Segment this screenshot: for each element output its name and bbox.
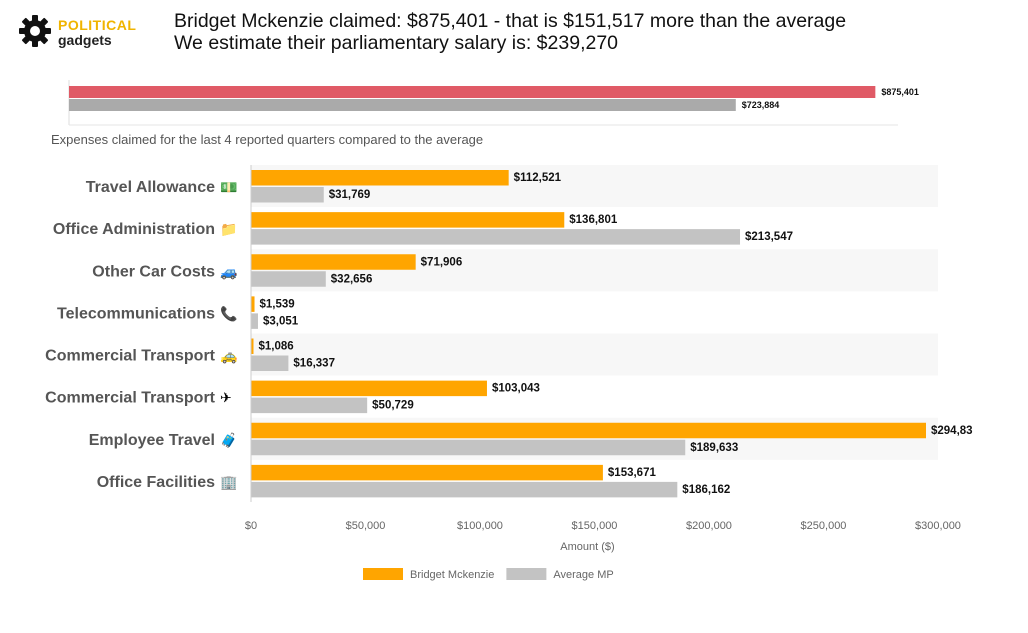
bar-data-label: $136,801 bbox=[569, 214, 618, 226]
category-icon: 🚕 bbox=[220, 348, 237, 365]
logo-text-political: POLITICAL bbox=[58, 17, 137, 33]
summary-bar-average bbox=[69, 99, 736, 111]
chart-title: Expenses claimed for the last 4 reported… bbox=[51, 132, 484, 147]
bar-bridget-mckenzie bbox=[251, 296, 255, 312]
bar-data-label: $50,729 bbox=[372, 400, 414, 412]
summary-bar-chart: $875,401 $723,884 bbox=[68, 80, 919, 126]
bar-bridget-mckenzie bbox=[251, 338, 254, 354]
legend-swatch bbox=[506, 568, 547, 580]
bar-data-label: $32,656 bbox=[331, 273, 373, 285]
headline-salary: We estimate their parliamentary salary i… bbox=[174, 32, 619, 54]
legend-label: Average MP bbox=[553, 569, 613, 581]
x-tick-label: $300,000 bbox=[915, 520, 961, 532]
category-icon: 💵 bbox=[220, 179, 237, 195]
category-label: Employee Travel bbox=[89, 432, 215, 449]
summary-label-claimed: $875,401 bbox=[881, 87, 919, 97]
category-label: Telecommunications bbox=[57, 305, 215, 322]
bar-average-mp bbox=[251, 229, 741, 245]
bar-bridget-mckenzie bbox=[251, 170, 509, 186]
category-label: Other Car Costs bbox=[92, 263, 215, 280]
summary-bar-claimed bbox=[69, 86, 876, 98]
legend-swatch bbox=[363, 568, 403, 580]
expenses-bar-chart: Travel Allowance 💵 Office Administration 📁 O… bbox=[45, 165, 973, 581]
legend-label: Bridget Mckenzie bbox=[410, 569, 494, 581]
x-axis-label: Amount ($) bbox=[560, 541, 614, 553]
category-label: Commercial Transport bbox=[45, 390, 216, 407]
bar-data-label: $1,539 bbox=[260, 298, 295, 310]
bar-data-label: $31,769 bbox=[329, 189, 371, 201]
category-label: Commercial Transport bbox=[45, 348, 216, 365]
x-tick-label: $200,000 bbox=[686, 520, 732, 532]
logo-text-gadgets: gadgets bbox=[58, 32, 112, 48]
category-icon: 📁 bbox=[220, 221, 237, 237]
bar-average-mp bbox=[251, 355, 289, 371]
bar-average-mp bbox=[251, 313, 258, 329]
x-tick-label: $100,000 bbox=[457, 520, 503, 532]
category-label: Office Administration bbox=[53, 221, 215, 238]
bar-data-label: $16,337 bbox=[293, 358, 335, 370]
row-background bbox=[251, 291, 938, 334]
summary-label-average: $723,884 bbox=[742, 100, 780, 110]
category-label: Travel Allowance bbox=[86, 179, 215, 196]
headline-claim: Bridget Mckenzie claimed: $875,401 - tha… bbox=[174, 10, 847, 32]
bar-bridget-mckenzie bbox=[251, 380, 487, 397]
bar-average-mp bbox=[251, 397, 368, 414]
bar-data-label: $112,521 bbox=[514, 172, 562, 184]
x-tick-label: $50,000 bbox=[346, 520, 386, 532]
bar-average-mp bbox=[251, 271, 326, 287]
gear-icon bbox=[19, 15, 51, 47]
x-tick-label: $250,000 bbox=[801, 520, 847, 532]
x-tick-label: $150,000 bbox=[572, 520, 618, 532]
bar-data-label: $103,043 bbox=[492, 383, 540, 395]
bar-average-mp bbox=[251, 187, 324, 203]
category-label: Office Facilities bbox=[97, 474, 215, 491]
x-tick-label: $0 bbox=[245, 520, 257, 532]
bar-average-mp bbox=[251, 439, 686, 456]
headline: Bridget Mckenzie claimed: $875,401 - tha… bbox=[174, 10, 846, 54]
bar-bridget-mckenzie bbox=[251, 212, 565, 228]
category-icon: 🧳 bbox=[220, 432, 237, 449]
row-background bbox=[251, 333, 938, 376]
bar-data-label: $189,633 bbox=[690, 442, 738, 454]
bar-bridget-mckenzie bbox=[251, 464, 603, 481]
bar-average-mp bbox=[251, 481, 678, 498]
bar-data-label: $71,906 bbox=[421, 256, 463, 268]
bar-data-label: $153,671 bbox=[608, 467, 657, 479]
category-icon: 📞 bbox=[220, 304, 238, 322]
bar-data-label: $213,547 bbox=[745, 231, 793, 243]
bar-bridget-mckenzie bbox=[251, 422, 926, 439]
bar-data-label: $294,83 bbox=[931, 425, 973, 437]
category-icon: 🚙 bbox=[220, 263, 237, 280]
category-icon: ✈ bbox=[220, 390, 232, 406]
bar-bridget-mckenzie bbox=[251, 254, 416, 270]
logo: POLITICAL gadgets bbox=[18, 14, 158, 54]
bar-data-label: $1,086 bbox=[258, 341, 293, 353]
bar-data-label: $186,162 bbox=[682, 484, 730, 496]
category-icon: 🏢 bbox=[220, 474, 237, 491]
bar-data-label: $3,051 bbox=[263, 315, 299, 327]
